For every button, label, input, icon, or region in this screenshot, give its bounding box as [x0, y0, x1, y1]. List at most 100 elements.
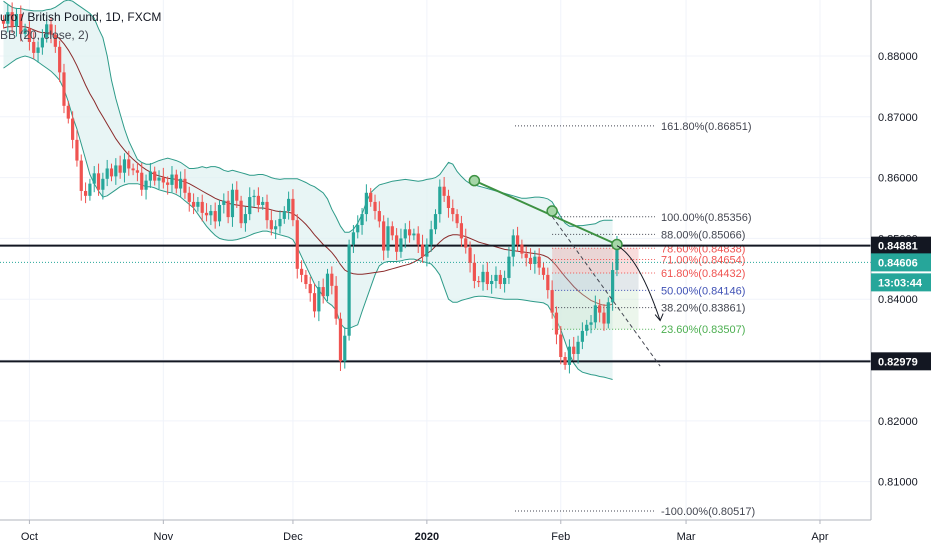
candle-body [114, 165, 118, 177]
time-axis-label: Oct [21, 531, 38, 543]
candle-body [10, 12, 14, 27]
candle-body [507, 256, 511, 278]
time-axis-label: Apr [811, 531, 828, 543]
candle-body [360, 214, 364, 226]
candle-body [446, 195, 451, 208]
candle-body [170, 174, 174, 185]
candle-body [209, 211, 213, 216]
candle-body [546, 274, 550, 291]
candle-body [252, 195, 256, 198]
candle-body [312, 293, 317, 312]
candle-body [611, 270, 615, 303]
trendline [473, 179, 618, 246]
candle-body [485, 271, 489, 285]
candle-body [23, 28, 27, 35]
candle-body [183, 178, 187, 193]
candle-body [92, 173, 96, 184]
candle-body [338, 318, 343, 362]
candle-body [464, 238, 468, 248]
time-axis-label: Nov [154, 531, 174, 543]
candle-body [6, 12, 10, 24]
candle-body [101, 178, 105, 190]
bollinger-basis-line [3, 25, 613, 306]
candle-body [1, 20, 6, 24]
projection-arrow [616, 245, 661, 321]
bollinger-band-fill [3, 0, 613, 380]
fib-level-label: 100.00%(0.85356) [661, 212, 752, 224]
candle-body [66, 105, 70, 119]
candle-body [174, 174, 178, 189]
price-axis-tick: 0.87000 [878, 112, 918, 124]
indicator-title[interactable]: BB (20, close, 2) [0, 28, 89, 42]
candle-body [140, 172, 144, 190]
candle-body [468, 247, 472, 263]
candle-body [347, 244, 351, 336]
candle-body [317, 287, 321, 312]
candle-body [45, 24, 49, 38]
arrow-head [654, 313, 664, 322]
candle-body [537, 256, 541, 268]
candle-body [53, 34, 57, 47]
candle-body [14, 13, 19, 27]
candle-body [481, 271, 485, 283]
candle-body [96, 173, 101, 190]
price-axis-tick: 0.82000 [878, 416, 918, 428]
candle-body [239, 200, 243, 224]
candle-body [196, 201, 200, 207]
candle-body [580, 330, 584, 342]
candle-body [295, 220, 299, 269]
candle-body [308, 284, 312, 294]
fib-level-label: 50.00%(0.84146) [661, 285, 745, 297]
candle-body [494, 274, 498, 281]
candle-body [399, 238, 403, 252]
candle-body [472, 262, 476, 281]
price-tag-label: 0.84881 [878, 241, 918, 253]
candle-body [36, 47, 40, 53]
candle-body [179, 178, 183, 189]
candle-body [32, 41, 36, 53]
candle-body [200, 201, 204, 213]
price-axis-tick: 0.84000 [878, 294, 918, 306]
candle-body [265, 201, 269, 221]
price-tag-label: 13:03:44 [878, 277, 923, 289]
trendline-point [546, 205, 558, 217]
candle-body [217, 204, 222, 222]
candle-body [377, 211, 381, 222]
candle-body [373, 201, 377, 212]
candle-body [615, 245, 619, 271]
candle-body [477, 280, 481, 283]
candle-body [490, 280, 494, 285]
candle-body [593, 305, 597, 323]
candle-body [390, 226, 394, 236]
candle-body [235, 189, 239, 201]
trendline-point [468, 174, 481, 187]
fib-level-label: 23.60%(0.83507) [661, 324, 745, 336]
candle-body [589, 322, 593, 325]
candle-body [166, 182, 170, 185]
candle-body [222, 200, 226, 205]
candle-body [243, 214, 248, 224]
symbol-title[interactable]: uro / British Pound, 1D, FXCM [0, 10, 162, 24]
candle-body [386, 226, 390, 251]
candle-body [157, 177, 161, 181]
candle-body [395, 235, 399, 252]
candle-body [382, 221, 386, 251]
bollinger-lower-line [3, 55, 613, 380]
candle-body [550, 290, 554, 313]
candle-body [213, 211, 217, 222]
candle-body [105, 168, 109, 179]
candle-body [515, 235, 520, 245]
candle-body [71, 118, 75, 140]
candle-body [412, 233, 416, 236]
time-axis-label: Dec [283, 531, 303, 543]
candle-body [533, 256, 537, 264]
candle-body [58, 46, 62, 73]
price-tag-label: 0.84606 [878, 257, 918, 269]
time-axis-label: Feb [551, 531, 570, 543]
candle-body [256, 195, 260, 205]
candle-body [416, 233, 420, 245]
time-axis-label: Mar [677, 531, 696, 543]
candle-body [248, 197, 252, 215]
candle-body [304, 274, 308, 285]
